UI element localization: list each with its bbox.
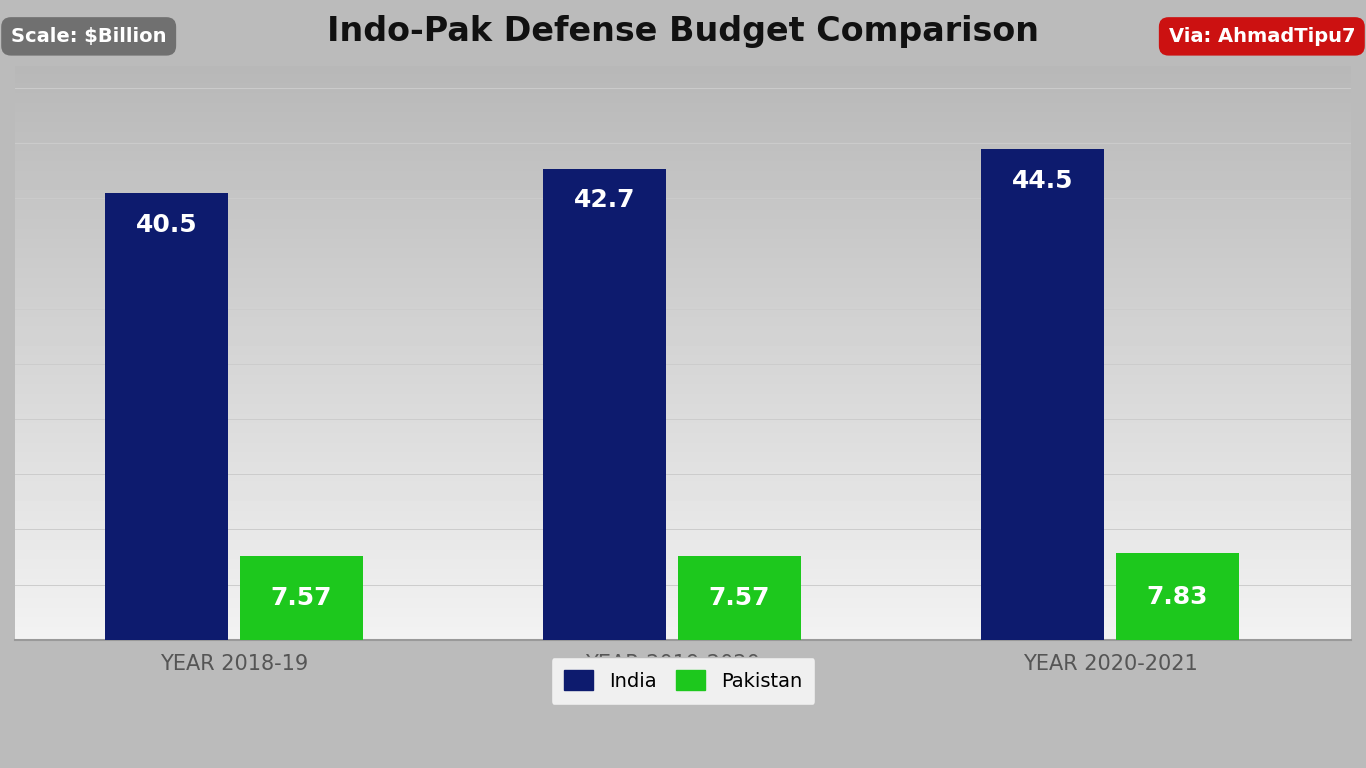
Text: 7.57: 7.57	[270, 586, 332, 610]
Legend: India, Pakistan: India, Pakistan	[550, 657, 816, 704]
Text: Via: AhmadTipu7: Via: AhmadTipu7	[1168, 27, 1355, 46]
Text: 44.5: 44.5	[1012, 169, 1074, 193]
Bar	[1116, 554, 1239, 640]
Bar	[544, 169, 665, 640]
Text: 7.57: 7.57	[709, 586, 770, 610]
Text: Scale: $Billion: Scale: $Billion	[11, 27, 167, 46]
Title: Indo-Pak Defense Budget Comparison: Indo-Pak Defense Budget Comparison	[326, 15, 1040, 48]
Text: 40.5: 40.5	[135, 213, 197, 237]
Bar	[105, 193, 228, 640]
Bar	[678, 556, 800, 640]
Bar	[981, 149, 1104, 640]
Text: 7.83: 7.83	[1147, 584, 1209, 608]
Text: 42.7: 42.7	[574, 188, 635, 213]
Bar	[240, 556, 363, 640]
